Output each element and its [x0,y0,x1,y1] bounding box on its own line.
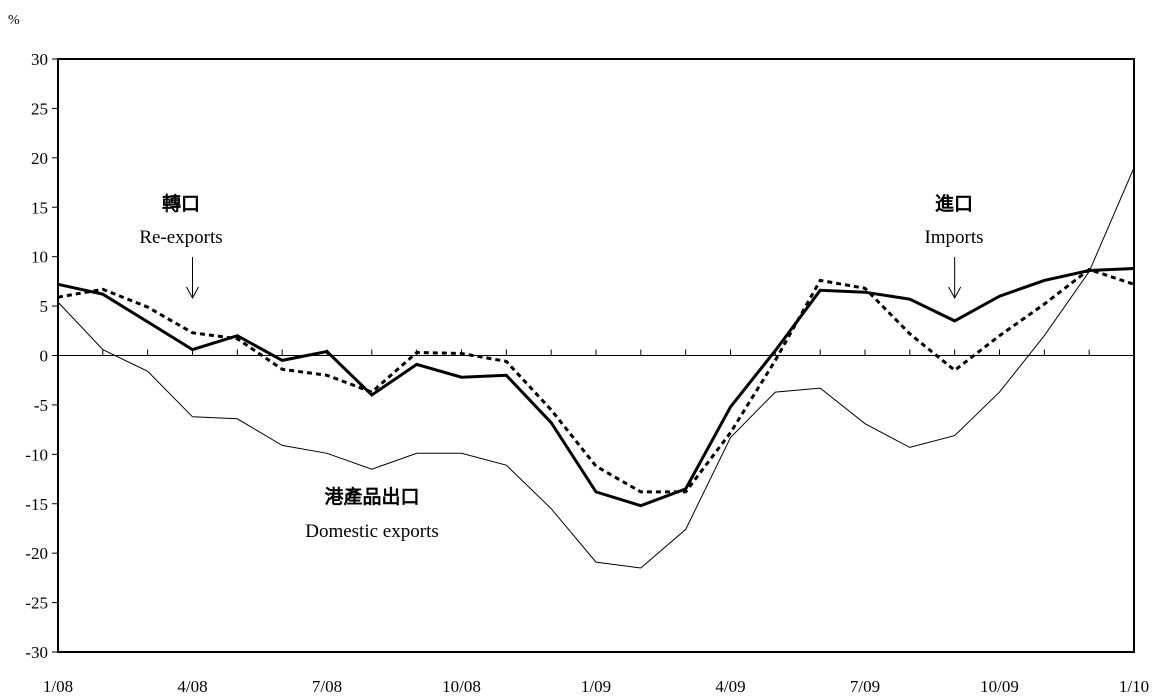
annotation-arrow-head-imports [948,286,962,300]
y-tick-label: -10 [25,445,48,464]
annotation-label-domestic-exports-en: Domestic exports [305,521,439,542]
y-unit-label: % [8,13,20,28]
series-line-domestic-exports [57,167,1135,569]
y-tick-label: 5 [40,297,49,316]
annotation-label-imports-en: Imports [924,227,983,248]
x-tick-label: 7/09 [850,677,880,696]
x-tick-label: 7/08 [312,677,342,696]
y-tick-label: -25 [25,594,48,613]
series-line-reexports [57,267,1135,508]
annotation-label-reexports-en: Re-exports [139,227,222,248]
zero-line-layer [57,349,1135,356]
y-tick-label: 0 [40,347,49,366]
y-tick-label: 15 [31,198,48,217]
x-tick-label: 1/10 [1119,677,1149,696]
annotation-label-imports-zh: 進口 [935,193,973,215]
y-tick-label: -30 [25,643,48,662]
annotation-label-domestic-exports-zh: 港產品出口 [324,485,419,508]
y-tick-label: 20 [31,149,48,168]
y-tick-label: 10 [31,248,48,267]
annotation-arrow-head-reexports [186,286,199,300]
x-tick-label: 1/09 [581,677,611,696]
annotation-layer: 轉口 Re-exports 進口 Imports 港產品出口 Domestic expor… [139,193,983,542]
y-tick-label: 30 [31,50,48,69]
y-tick-label: -5 [34,396,48,415]
x-tick-label: 1/08 [43,677,73,696]
x-tick-label: 10/08 [442,677,481,696]
x-tick-label: 4/08 [177,677,207,696]
x-tick-label: 4/09 [715,677,745,696]
series-layer [57,167,1135,569]
y-tick-label: -15 [25,495,48,514]
y-tick-label: 25 [31,99,48,118]
series-line-imports [57,267,1135,494]
annotation-label-reexports-zh: 轉口 [162,193,200,215]
x-tick-label: 10/09 [980,677,1019,696]
y-tick-label: -20 [25,544,48,563]
tick-layer: 30 25 20 15 10 5 0 -5 -10 -15 -20 -25 -30 1/08 4/08 7/0… [25,50,1149,696]
